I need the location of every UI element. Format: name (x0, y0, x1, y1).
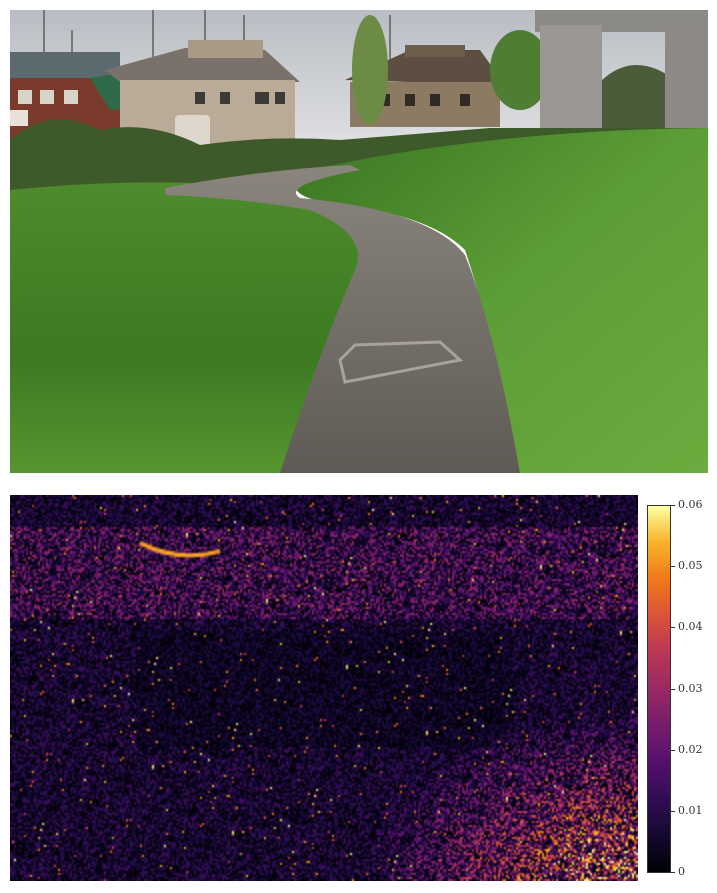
footpath (165, 165, 520, 473)
left-lawn (10, 182, 385, 473)
colorbar-tickmark (671, 627, 675, 628)
colorbar-tick: 0.02 (678, 743, 703, 756)
tree (490, 30, 550, 110)
tree (352, 15, 388, 125)
beige-house (105, 40, 300, 147)
colorbar-tick: 0.01 (678, 804, 703, 817)
colorbar-tick: 0.04 (678, 620, 703, 633)
colorbar-tickmark (671, 750, 675, 751)
colorbar (647, 505, 671, 873)
photo-svg (10, 10, 708, 473)
chalk-drawing (338, 340, 464, 384)
colorbar-tick: 0.03 (678, 682, 703, 695)
colorbar-tickmark (671, 505, 675, 506)
colorbar-tickmark (671, 689, 675, 690)
heatmap-canvas (10, 495, 638, 881)
right-lawn (295, 128, 708, 473)
colorbar-tick: 0 (678, 865, 685, 878)
bridge-pillar (535, 10, 708, 130)
colorbar-tick: 0.05 (678, 559, 703, 572)
colorbar-tickmark (671, 811, 675, 812)
colorbar-tick: 0.06 (678, 498, 703, 511)
heatmap-panel (10, 495, 638, 881)
colorbar-tickmark (671, 566, 675, 567)
colorbar-tickmark (671, 872, 675, 873)
photo-park-path (10, 10, 708, 473)
